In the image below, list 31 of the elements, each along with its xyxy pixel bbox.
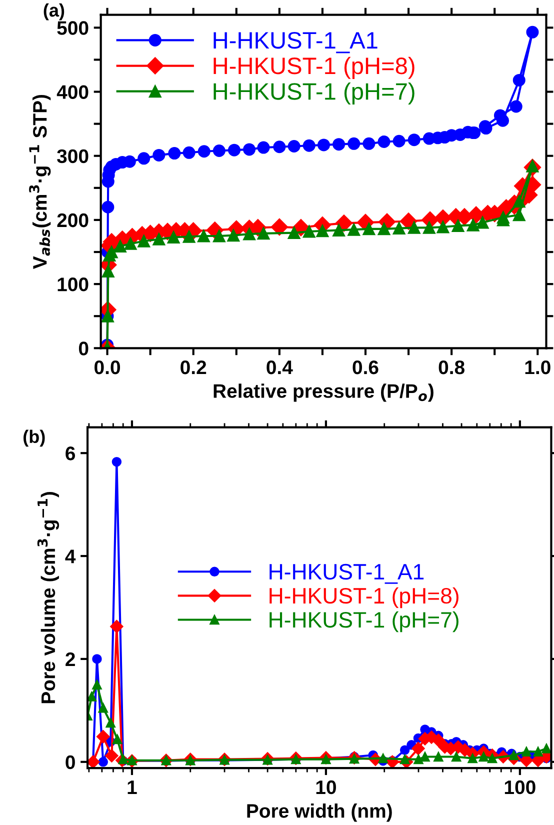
legend-label: H-HKUST-1_A1: [270, 564, 424, 584]
y-tick-label: 0: [78, 342, 88, 356]
x-tick-label: 0.0: [94, 360, 120, 374]
y-tick-label: 200: [57, 213, 88, 228]
chart-title: (a): [44, 3, 64, 20]
x-tick-label: 0.8: [438, 360, 464, 374]
y-tick-label: 500: [57, 21, 88, 35]
x-tick-label: 1: [128, 780, 137, 794]
legend-label: H-HKUST-1_A1: [214, 32, 378, 54]
x-axis-title: Pore width (nm): [247, 804, 392, 822]
y-tick-label: 6: [66, 446, 76, 460]
legend-label: H-HKUST-1 (pH=7): [270, 611, 458, 632]
legend-label: H-HKUST-1 (pH=7): [214, 82, 414, 104]
y-tick-label: 0: [66, 755, 75, 770]
y-tick-label: 100: [58, 278, 88, 292]
x-tick-label: 0.2: [180, 360, 206, 374]
y-tick-label: 2: [66, 652, 75, 666]
x-tick-label: 0.4: [266, 360, 293, 374]
y-tick-label: 300: [57, 149, 88, 164]
legend-label: H-HKUST-1 (pH=8): [270, 587, 458, 608]
legend-label: H-HKUST-1 (pH=8): [214, 56, 414, 79]
x-tick-label: 10: [316, 780, 336, 794]
x-tick-label: 1.0: [525, 360, 550, 374]
y-axis-title: Pore volume (cm$^{3}$·g$^{−1}$): [37, 492, 60, 704]
x-axis-title: Relative pressure (P/P$_{o}$): [214, 384, 434, 402]
y-tick-label: 4: [65, 550, 76, 564]
x-tick-label: 0.6: [352, 360, 378, 374]
chart-title: (b): [24, 430, 45, 447]
x-tick-label: 100: [504, 780, 536, 794]
y-axis-title: V$_{abs}$(cm$^{3}$·g$^{−1}$ STP): [29, 94, 51, 269]
y-tick-label: 400: [56, 85, 88, 99]
